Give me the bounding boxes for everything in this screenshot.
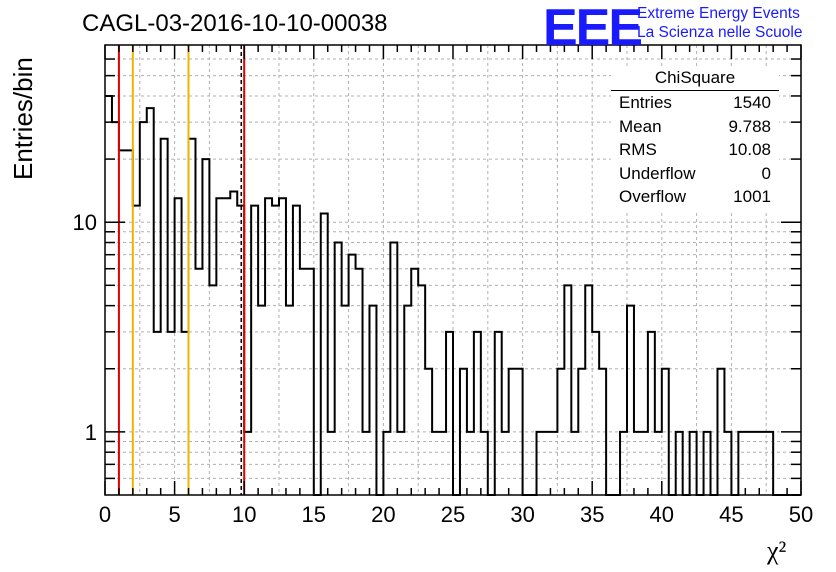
x-tick-label: 40 [650,502,674,527]
x-tick-label: 0 [99,502,111,527]
stats-value: 10.08 [728,140,771,159]
stats-row: Entries 1540 [611,91,779,115]
x-tick-label: 30 [510,502,534,527]
x-tick-label: 5 [168,502,180,527]
stats-value: 9.788 [728,116,771,136]
reference-lines [117,45,246,495]
stats-label: Underflow [619,163,696,183]
histogram-line [105,94,801,496]
stats-row: RMS 10.08 [611,138,779,162]
stats-row: Overflow 1001 [611,185,779,209]
y-axis-label: Entries/bin [8,57,38,180]
y-tick-label: 10 [73,210,97,235]
histogram [105,94,801,496]
x-tick-label: 15 [302,502,326,527]
x-tick-label: 35 [580,502,604,527]
tick-labels: 0 5 10 15 20 25 30 35 40 45 50 1 10 [73,210,814,527]
stats-label: Mean [619,116,662,136]
stats-label: Overflow [619,187,687,206]
chart-title: CAGL-03-2016-10-10-00038 [82,10,388,37]
stats-label: Entries [619,93,672,112]
stats-row: Underflow 0 [611,162,779,186]
stats-value: 1540 [733,93,771,112]
logo-line1: Extreme Energy Events [637,5,800,22]
logo-caption: Extreme Energy Events La Scienza nelle S… [637,4,802,42]
stats-label: RMS [619,140,657,159]
x-tick-label: 20 [371,502,395,527]
stats-value: 0 [761,163,771,183]
x-tick-label: 25 [441,502,465,527]
x-axis-label: χ² [767,536,787,565]
eee-logo: EEE [543,0,643,57]
logo-line2: La Scienza nelle Scuole [637,24,803,41]
x-tick-label: 45 [719,502,743,527]
stats-box: ChiSquare Entries 1540 Mean 9.788 RMS 10… [611,66,779,212]
y-tick-label: 1 [85,420,97,445]
x-tick-label: 50 [789,502,813,527]
axis-ticks [104,45,802,495]
stats-name: ChiSquare [611,66,779,91]
stats-row: Mean 9.788 [611,115,779,139]
stats-value: 1001 [733,187,771,206]
x-tick-label: 10 [232,502,256,527]
